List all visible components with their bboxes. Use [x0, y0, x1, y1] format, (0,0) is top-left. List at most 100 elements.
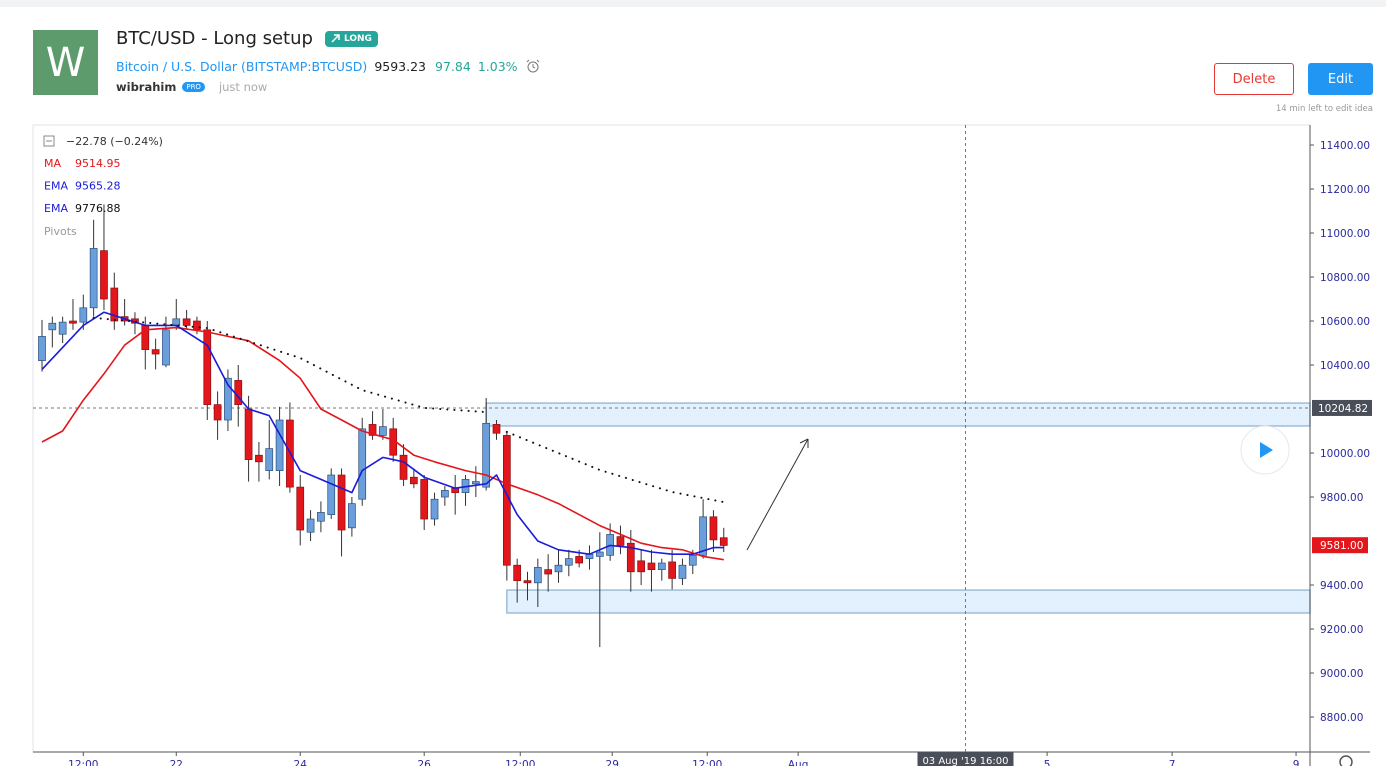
- x-tick-label: 12:00: [505, 759, 535, 766]
- candle-body: [647, 562, 656, 570]
- crosshair-price-label: 10204.82: [1318, 403, 1368, 415]
- author-row: wibrahim PRO just now: [116, 80, 267, 94]
- time: just now: [218, 80, 268, 94]
- y-tick-label: 11400.00: [1320, 140, 1370, 152]
- candle-body: [244, 408, 253, 460]
- candle-body: [709, 516, 718, 541]
- x-tick-label: 12:00: [692, 759, 722, 766]
- candle-body: [678, 564, 687, 579]
- candle-body: [668, 561, 676, 579]
- candle-body: [306, 518, 315, 533]
- candle-body: [699, 516, 707, 556]
- candle-body: [688, 554, 697, 566]
- candle-body: [719, 537, 728, 546]
- y-tick-label: 8800.00: [1320, 712, 1363, 724]
- y-tick-label: 9200.00: [1320, 624, 1363, 636]
- candle-body: [358, 428, 367, 500]
- legend-value: 9776.88: [75, 202, 121, 215]
- x-tick-label: 5: [1044, 759, 1051, 766]
- candle-body: [544, 569, 553, 575]
- pivots-label: Pivots: [44, 225, 77, 238]
- badge-icon: [331, 34, 340, 43]
- candle-body: [410, 476, 418, 485]
- x-tick-label: Aug: [788, 759, 809, 766]
- y-tick-label: 9400.00: [1320, 580, 1363, 592]
- indicator-line: [41, 311, 724, 555]
- delete-button[interactable]: Delete: [1214, 63, 1294, 95]
- settings-icon[interactable]: [1339, 755, 1353, 766]
- y-tick-label: 9000.00: [1320, 668, 1363, 680]
- logo: W: [33, 30, 98, 95]
- arrow: [746, 438, 809, 551]
- candle-body: [203, 329, 212, 405]
- candle-body: [348, 503, 356, 529]
- candle-body: [110, 287, 119, 322]
- candle-body: [296, 486, 305, 531]
- indicator-line: [505, 430, 725, 504]
- y-tick-label: 10600.00: [1320, 316, 1370, 328]
- legend-value: 9565.28: [75, 180, 121, 193]
- badge: LONG: [324, 30, 378, 47]
- candle-body: [523, 580, 532, 584]
- candle-body: [564, 558, 573, 566]
- candle-body: [441, 490, 449, 498]
- legend-value: 9514.95: [75, 157, 121, 170]
- edit-button[interactable]: Edit: [1308, 63, 1373, 95]
- change-pct: 1.03%: [477, 58, 518, 74]
- symbol-name[interactable]: Bitcoin / U.S. Dollar: [116, 58, 238, 74]
- candle-body: [513, 564, 522, 581]
- y-tick-label: 10400.00: [1320, 360, 1370, 372]
- candle-body: [69, 320, 77, 324]
- legend-name: EMA: [44, 180, 68, 193]
- crosshair-time-label: 03 Aug '19 16:00: [922, 756, 1008, 766]
- y-tick-label: 10000.00: [1320, 448, 1370, 460]
- candle-body: [255, 454, 263, 463]
- candle-body: [38, 336, 46, 361]
- x-tick-label: 7: [1169, 759, 1176, 766]
- symbol-code[interactable]: (BITSTAMP:BTCUSD): [241, 58, 368, 74]
- x-tick-label: 29: [606, 759, 619, 766]
- candle-body: [48, 322, 57, 331]
- y-tick-label: 11000.00: [1320, 228, 1370, 240]
- crosshair-price-box: [1312, 399, 1372, 416]
- change-label: −22.78 (−0.24%): [66, 135, 163, 148]
- author[interactable]: wibrahim: [116, 80, 177, 94]
- legend-name: EMA: [44, 202, 68, 215]
- zone: [485, 402, 1311, 427]
- chart-frame: [32, 124, 1311, 753]
- candle-body: [616, 536, 625, 546]
- alarm-icon[interactable]: [525, 58, 541, 74]
- candle-body: [224, 377, 232, 421]
- y-tick-label: 10800.00: [1320, 272, 1370, 284]
- candle-body: [430, 498, 439, 520]
- candle-body: [213, 404, 222, 421]
- candle-body: [492, 424, 501, 434]
- candle-body: [58, 321, 67, 335]
- y-tick-label: 9800.00: [1320, 492, 1363, 504]
- candle-body: [626, 542, 635, 573]
- candle-body: [399, 454, 408, 480]
- author-badge: PRO: [182, 82, 205, 92]
- candle-body: [554, 564, 563, 573]
- title: BTC/USD - Long setup: [116, 28, 313, 49]
- candle-body: [575, 556, 583, 564]
- candle-body: [79, 307, 88, 323]
- x-tick-label: 22: [170, 759, 183, 766]
- candle-body: [595, 551, 604, 557]
- candle-body: [275, 419, 284, 471]
- candle-body: [533, 567, 542, 584]
- candle-body: [151, 349, 160, 355]
- arrow-head: [799, 438, 809, 448]
- candle-body: [182, 318, 191, 326]
- change: 97.84: [435, 58, 471, 74]
- candle-body: [337, 474, 346, 531]
- candle-body: [317, 512, 325, 522]
- indicator-line: [41, 326, 724, 561]
- candle-body: [327, 474, 336, 515]
- edit-note: 14 min left to edit idea: [1275, 104, 1373, 114]
- candle-body: [657, 562, 666, 570]
- legend-name: MA: [44, 157, 61, 170]
- price: 9593.23: [374, 58, 427, 74]
